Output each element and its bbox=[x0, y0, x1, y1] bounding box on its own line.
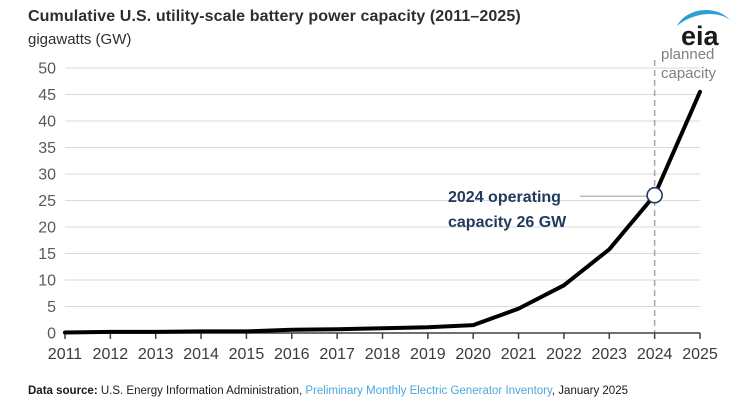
x-axis-tick-label-2015: 2015 bbox=[229, 346, 265, 363]
data-source-prefix: Data source: bbox=[28, 385, 98, 397]
y-axis-tick-label-30: 30 bbox=[38, 167, 56, 184]
data-source-link[interactable]: Preliminary Monthly Electric Generator I… bbox=[305, 385, 552, 397]
y-axis-tick-label-15: 15 bbox=[38, 246, 56, 263]
data-source-org: U.S. Energy Information Administration, bbox=[97, 385, 306, 397]
x-axis-tick-label-2013: 2013 bbox=[138, 346, 174, 363]
x-axis-tick-label-2011: 2011 bbox=[48, 346, 83, 363]
data-source-note: Data source: U.S. Energy Information Adm… bbox=[28, 385, 628, 397]
x-axis-tick-label-2014: 2014 bbox=[183, 346, 219, 363]
x-axis-tick-label-2021: 2021 bbox=[501, 346, 537, 363]
x-axis-tick-label-2016: 2016 bbox=[274, 346, 310, 363]
chart-subtitle: gigawatts (GW) bbox=[28, 31, 132, 48]
x-axis-tick-label-2024: 2024 bbox=[637, 346, 673, 363]
y-axis-tick-label-10: 10 bbox=[38, 273, 56, 290]
x-axis-tick-label-2012: 2012 bbox=[93, 346, 129, 363]
y-axis-tick-label-20: 20 bbox=[38, 220, 56, 237]
x-axis-tick-label-2017: 2017 bbox=[319, 346, 355, 363]
planned-capacity-label-line1: planned bbox=[661, 46, 715, 63]
eia-logo: eia bbox=[677, 9, 730, 51]
eia-logo-text: eia bbox=[681, 21, 720, 51]
marker-2024-operating-capacity bbox=[646, 186, 663, 204]
operating-capacity-annotation: 2024 operating capacity 26 GW bbox=[448, 185, 566, 235]
operating-capacity-annotation-line1: 2024 operating bbox=[448, 189, 561, 206]
chart-title: Cumulative U.S. utility-scale battery po… bbox=[28, 8, 521, 25]
x-axis-tick-label-2018: 2018 bbox=[365, 346, 401, 363]
y-axis-tick-label-5: 5 bbox=[47, 299, 56, 316]
operating-capacity-annotation-line2: capacity 26 GW bbox=[448, 214, 567, 231]
planned-capacity-label-line2: capacity bbox=[661, 65, 717, 82]
y-axis-tick-label-40: 40 bbox=[38, 114, 56, 131]
x-axis-tick-label-2022: 2022 bbox=[546, 346, 582, 363]
x-axis-tick-label-2020: 2020 bbox=[455, 346, 491, 363]
y-axis-tick-label-50: 50 bbox=[38, 61, 56, 78]
y-axis-tick-label-0: 0 bbox=[47, 326, 56, 343]
x-axis-tick-label-2019: 2019 bbox=[410, 346, 446, 363]
planned-capacity-label: planned capacity bbox=[661, 45, 716, 83]
y-axis-tick-label-35: 35 bbox=[38, 140, 56, 157]
capacity-data-line bbox=[63, 89, 702, 335]
y-axis-tick-label-25: 25 bbox=[38, 193, 56, 210]
x-axis-tick-label-2025: 2025 bbox=[682, 346, 718, 363]
x-axis-tick-label-2023: 2023 bbox=[591, 346, 627, 363]
y-axis-tick-label-45: 45 bbox=[38, 87, 56, 104]
data-source-suffix: , January 2025 bbox=[551, 385, 628, 397]
eia-logo-swoosh-icon bbox=[677, 9, 730, 26]
